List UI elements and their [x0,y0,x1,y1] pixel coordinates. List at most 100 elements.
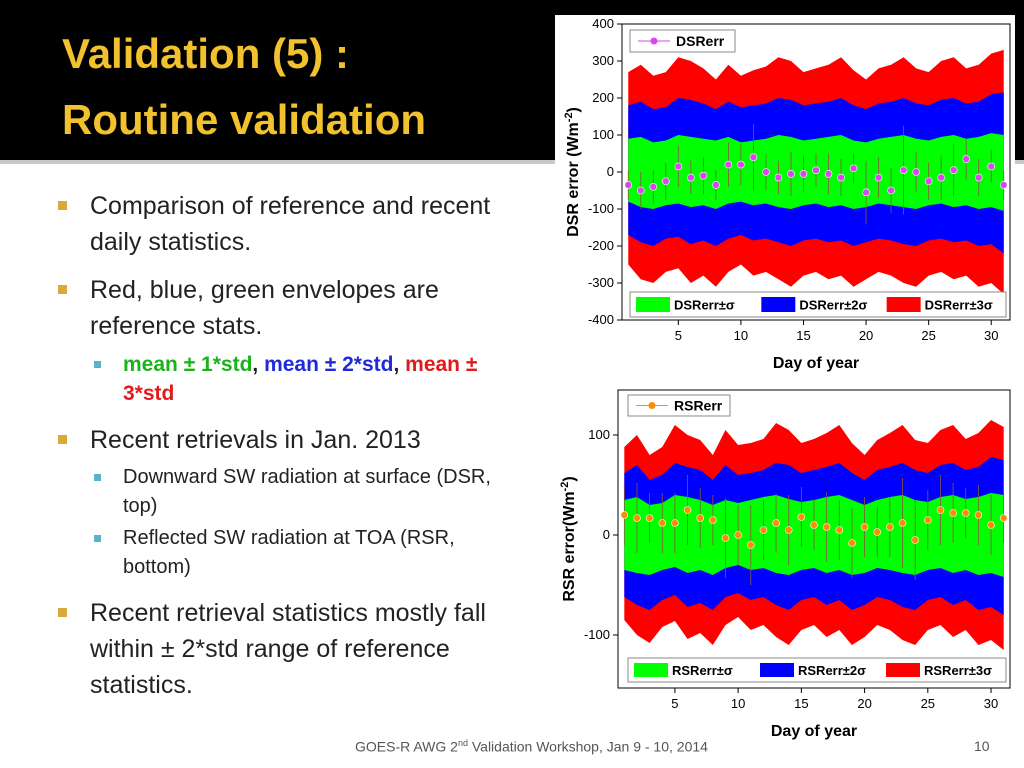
y-tick-label: -100 [584,627,610,642]
data-point [898,519,907,527]
legend-label: RSRerr±3σ [924,663,992,678]
data-point [873,528,882,536]
legend-box [629,29,736,53]
legend-label: RSRerr [674,398,723,414]
data-point [737,160,745,169]
sub-bullet: Downward SW radiation at surface (DSR, t… [94,463,523,521]
data-point [762,168,770,176]
y-axis-label: RSR error(Wm-2) [559,476,578,601]
text-part: , [252,353,265,376]
y-axis-label: DSR error (Wm-2) [563,107,582,237]
x-tick-label: 10 [734,328,748,343]
footer-part: nd [457,738,468,748]
y-axis-label-part: ) [565,107,582,112]
x-tick-label: 10 [731,696,745,711]
text-part: , [393,353,406,376]
data-point [671,519,679,527]
page-number: 10 [974,738,990,754]
bullet: Comparison of reference and recent daily… [58,188,535,260]
data-point [887,186,895,195]
data-point [645,514,654,522]
data-point [624,181,633,189]
data-point [658,519,667,527]
legend-swatch [760,663,794,677]
x-axis-label: Day of year [773,355,859,372]
legend-box [627,657,1007,683]
x-tick-label: 20 [859,328,873,343]
data-point [709,516,717,524]
data-point [687,173,695,182]
data-point [787,170,795,178]
data-point [696,514,704,522]
data-point [620,511,629,519]
x-tick-label: 25 [921,696,935,711]
data-point [949,509,957,517]
data-point [837,173,845,182]
data-point [636,186,645,195]
x-tick-label: 25 [921,328,935,343]
legend-label: RSRerr±2σ [798,663,866,678]
y-tick-label: -100 [588,201,614,216]
data-point [699,171,708,180]
x-tick-label: 5 [675,328,682,343]
data-point [911,536,919,544]
legend-marker [650,37,658,45]
data-point [849,164,858,173]
data-point [822,523,831,531]
legend-label: RSRerr±σ [672,663,733,678]
y-axis-label-part: -2 [559,482,571,492]
data-point [662,177,670,186]
data-point [886,523,894,531]
data-point [674,162,683,171]
data-point [835,526,844,534]
data-point [962,155,970,163]
data-point [999,514,1008,522]
y-tick-label: 0 [603,527,610,542]
data-point [774,173,783,182]
data-point [974,173,983,182]
data-point [784,526,793,534]
sub-bullet: mean ± 1*std, mean ± 2*std, mean ± 3*std [94,350,523,408]
data-point [899,166,908,174]
legend-swatch [761,297,796,312]
data-point [924,177,933,186]
plot-frame [617,389,1011,689]
legend-swatch [636,297,670,312]
legend-box [627,394,731,417]
data-point [633,514,641,522]
data-point [683,506,692,514]
data-point [848,539,856,547]
data-point [749,153,758,161]
data-point [862,188,870,197]
bullet: Recent retrieval statistics mostly fall … [58,595,535,703]
y-tick-label: 0 [607,164,614,179]
y-tick-label: 100 [588,427,610,442]
x-axis-label: Day of year [771,723,857,740]
data-point [734,531,742,539]
x-tick-label: 5 [671,696,678,711]
data-point [987,521,995,529]
text-part: mean ± 1*std [123,353,253,376]
data-point [712,181,720,189]
y-axis-label-part: -2 [563,112,575,122]
data-point [961,509,970,517]
data-point [999,181,1008,189]
legend-label: DSRerr [676,33,725,49]
y-tick-label: 200 [592,90,614,105]
y-tick-label: 300 [592,53,614,68]
footer-part: Validation Workshop, Jan 9 - 10, 2014 [467,738,708,755]
y-axis-label-part: DSR error (Wm [565,122,582,237]
text-part: mean ± 3*std [123,353,478,405]
data-point [812,166,820,174]
legend-box [629,291,1007,318]
data-point [649,183,658,191]
legend-label: DSRerr±3σ [925,298,993,313]
data-point [772,519,780,527]
x-tick-label: 20 [857,696,871,711]
data-point [759,526,768,534]
data-point [937,173,945,182]
data-point [936,506,945,514]
legend-swatch [886,297,921,312]
x-tick-label: 30 [984,328,998,343]
data-point [799,170,808,178]
